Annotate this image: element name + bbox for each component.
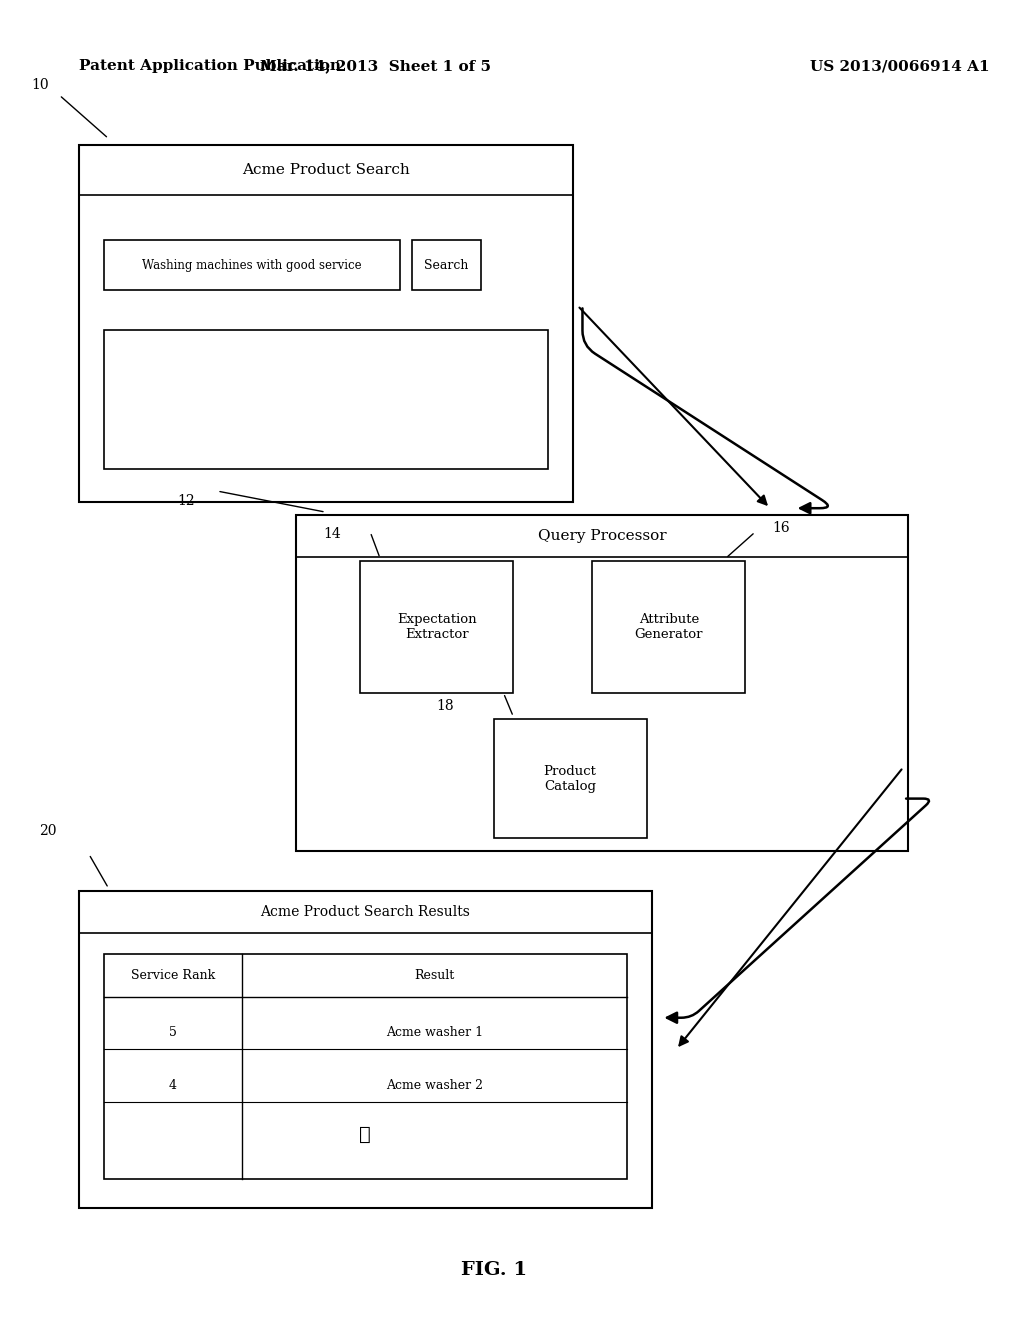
Text: Patent Application Publication: Patent Application Publication	[79, 59, 341, 74]
Text: Product
Catalog: Product Catalog	[544, 764, 597, 793]
FancyBboxPatch shape	[79, 891, 651, 1208]
Text: 5: 5	[169, 1026, 177, 1039]
Text: Result: Result	[415, 969, 455, 982]
Text: Query Processor: Query Processor	[538, 529, 667, 543]
Text: ⋮: ⋮	[359, 1126, 371, 1144]
FancyBboxPatch shape	[412, 240, 481, 290]
Text: Mar. 14, 2013  Sheet 1 of 5: Mar. 14, 2013 Sheet 1 of 5	[260, 59, 490, 74]
Text: 10: 10	[32, 78, 49, 92]
FancyArrowPatch shape	[583, 309, 827, 513]
Text: 18: 18	[436, 698, 454, 713]
FancyBboxPatch shape	[592, 561, 745, 693]
Text: 14: 14	[323, 527, 341, 541]
FancyArrowPatch shape	[667, 799, 929, 1023]
Text: FIG. 1: FIG. 1	[461, 1261, 526, 1279]
Text: 16: 16	[772, 520, 790, 535]
Text: 12: 12	[178, 494, 196, 508]
FancyBboxPatch shape	[494, 719, 646, 838]
Text: Acme Product Search Results: Acme Product Search Results	[260, 906, 470, 919]
FancyBboxPatch shape	[103, 240, 399, 290]
Text: US 2013/0066914 A1: US 2013/0066914 A1	[810, 59, 989, 74]
Text: 4: 4	[169, 1078, 177, 1092]
FancyBboxPatch shape	[103, 330, 548, 469]
Text: Acme washer 2: Acme washer 2	[386, 1078, 483, 1092]
FancyBboxPatch shape	[296, 515, 908, 851]
Text: Attribute
Generator: Attribute Generator	[635, 612, 703, 642]
FancyBboxPatch shape	[103, 954, 627, 1179]
Text: Service Rank: Service Rank	[131, 969, 215, 982]
Text: Expectation
Extractor: Expectation Extractor	[397, 612, 476, 642]
FancyBboxPatch shape	[79, 145, 572, 502]
Text: Acme Product Search: Acme Product Search	[242, 164, 410, 177]
Text: Acme washer 1: Acme washer 1	[386, 1026, 483, 1039]
Text: Search: Search	[424, 259, 468, 272]
Text: 20: 20	[40, 824, 57, 838]
FancyBboxPatch shape	[360, 561, 513, 693]
Text: Washing machines with good service: Washing machines with good service	[142, 259, 361, 272]
